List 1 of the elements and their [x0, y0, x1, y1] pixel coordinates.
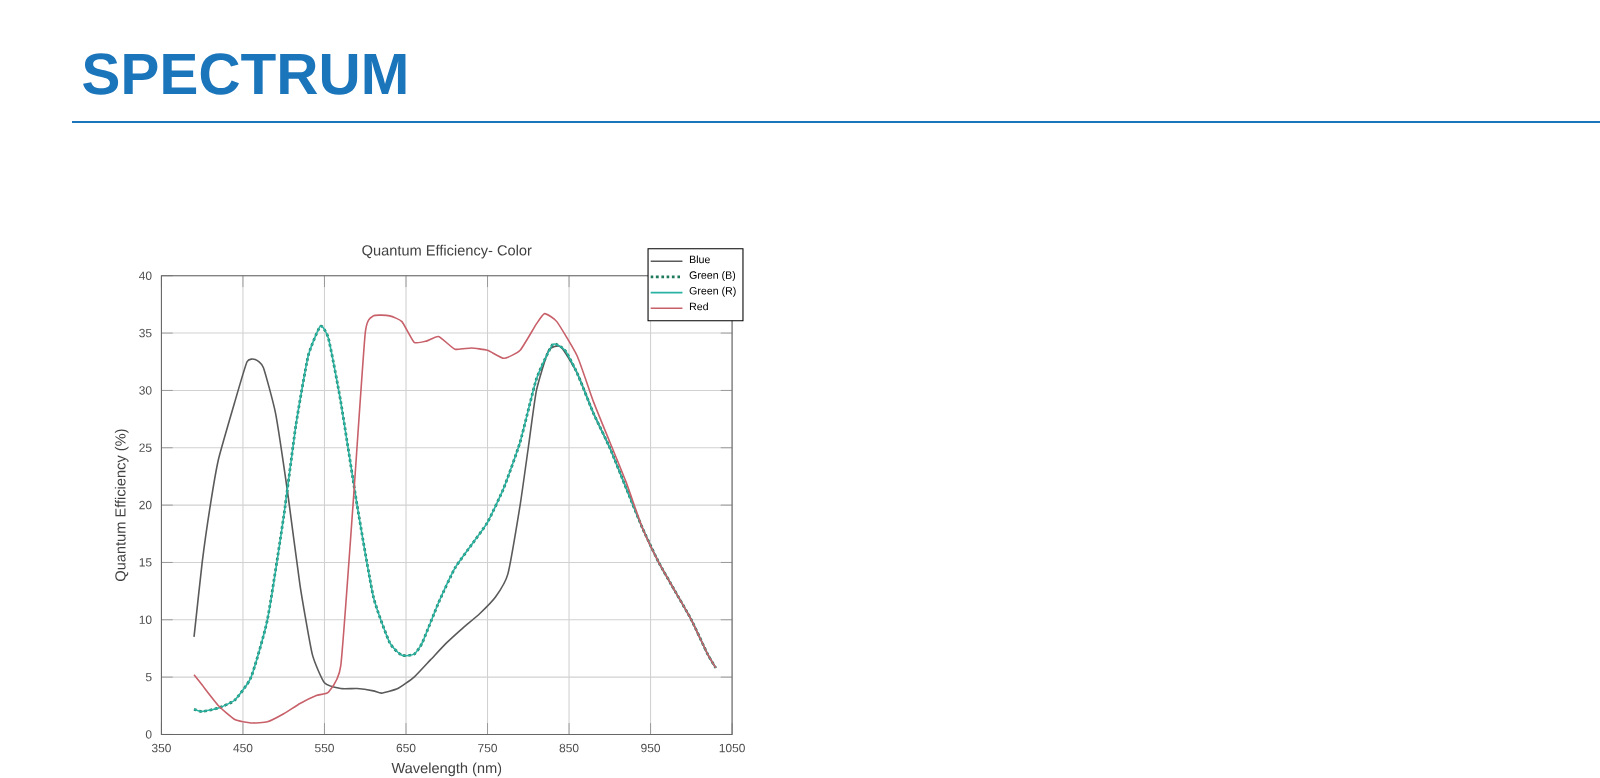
chart-title: SPECTRUM	[83, 53, 406, 95]
